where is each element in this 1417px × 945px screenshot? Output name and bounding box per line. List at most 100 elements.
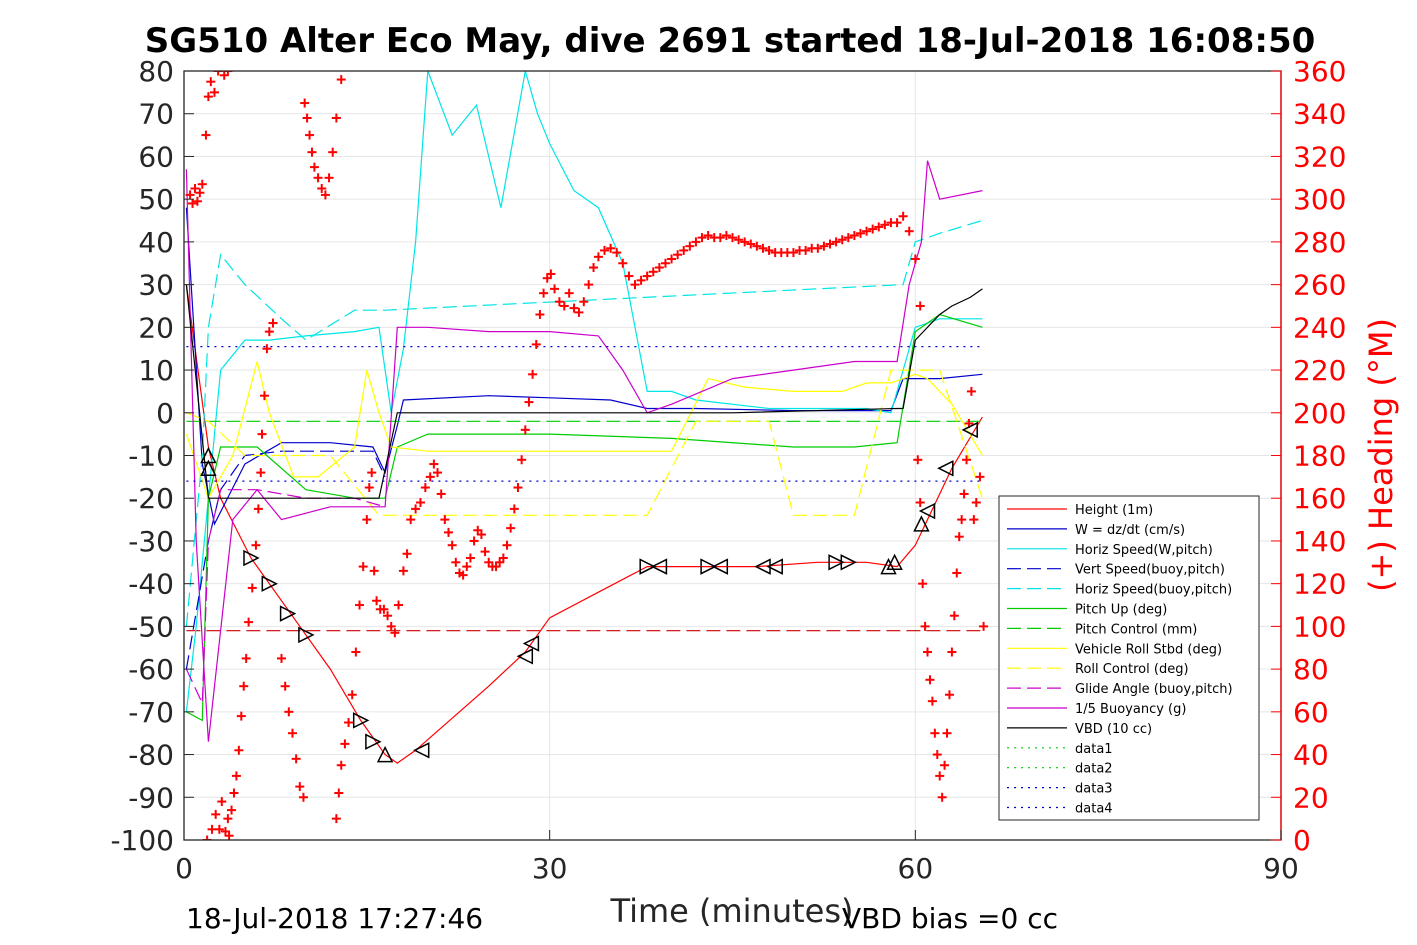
y-tick-label: 60 [138, 140, 174, 173]
y2-tick-label: 80 [1293, 653, 1329, 686]
heading-point [813, 243, 823, 253]
heading-point [190, 183, 200, 193]
heading-point [517, 455, 527, 465]
heading-point [868, 224, 878, 234]
heading-point [383, 611, 393, 621]
heading-point [336, 75, 346, 85]
heading-point [211, 809, 221, 819]
heading-point [925, 675, 935, 685]
heading-point [277, 653, 287, 663]
heading-markers [185, 71, 989, 840]
series-line-10 [185, 160, 983, 742]
heading-point [462, 562, 472, 572]
height-marker [650, 558, 668, 575]
heading-point [390, 628, 400, 638]
height-marker [639, 558, 656, 575]
heading-point [880, 220, 890, 230]
heading-point [801, 245, 811, 255]
y-tick-label: 0 [156, 397, 174, 430]
heading-point [188, 198, 198, 208]
legend-label: Pitch Up (deg) [1075, 603, 1167, 618]
legend-label: Horiz Speed(W,pitch) [1075, 543, 1213, 558]
heading-point [579, 297, 589, 307]
heading-point [746, 239, 756, 249]
heading-point [862, 226, 872, 236]
heading-point [630, 280, 640, 290]
legend-box [998, 495, 1260, 821]
heading-point [569, 303, 579, 313]
heading-point [476, 530, 486, 540]
y-tick-label: 80 [138, 55, 174, 88]
heading-point [874, 222, 884, 232]
heading-point [831, 237, 841, 247]
heading-point [331, 814, 341, 824]
heading-point [469, 536, 479, 546]
series-line-1 [185, 207, 983, 526]
heading-point [554, 297, 564, 307]
y2-tick-label: 0 [1293, 824, 1311, 857]
y2-axis-label: (+) Heading (°M) [1362, 318, 1400, 592]
heading-point [918, 579, 928, 589]
heading-point [369, 566, 379, 576]
y-axis-right: 3603403203002802602402202001801601401201… [1271, 55, 1346, 857]
heading-point [740, 237, 750, 247]
heading-point [498, 553, 508, 563]
heading-point [262, 344, 272, 354]
height-marker [840, 554, 857, 571]
y2-tick-label: 160 [1293, 482, 1346, 515]
height-marker [880, 557, 897, 575]
heading-point [300, 98, 310, 108]
heading-point [667, 254, 677, 264]
heading-point [930, 728, 940, 738]
heading-point [241, 653, 251, 663]
y-tick-label: 20 [138, 311, 174, 344]
heading-point [305, 130, 315, 140]
height-marker [516, 648, 534, 665]
heading-point [429, 459, 439, 469]
heading-point [185, 190, 195, 200]
legend-label: VBD (10 cc) [1075, 722, 1152, 737]
heading-point [975, 472, 985, 482]
height-marker [918, 502, 936, 520]
y2-tick-label: 60 [1293, 696, 1329, 729]
heading-point [415, 497, 425, 507]
y-tick-label: -90 [128, 781, 174, 814]
heading-point [642, 271, 652, 281]
heading-point [606, 243, 616, 253]
heading-point [697, 233, 707, 243]
heading-point [574, 307, 584, 317]
y-tick-label: -100 [110, 824, 174, 857]
heading-point [660, 258, 670, 268]
y2-tick-label: 280 [1293, 226, 1346, 259]
heading-point [932, 750, 942, 760]
heading-point [788, 248, 798, 258]
y-tick-label: 30 [138, 269, 174, 302]
heading-point [402, 549, 412, 559]
heading-point [959, 489, 969, 499]
heading-point [837, 235, 847, 245]
heading-point [253, 504, 263, 514]
series-line-2 [185, 71, 983, 712]
y-tick-label: 40 [138, 226, 174, 259]
heading-point [920, 621, 930, 631]
x-tick-label: 90 [1263, 852, 1299, 885]
height-marker [413, 742, 430, 759]
heading-point [764, 245, 774, 255]
heading-point [236, 711, 246, 721]
heading-point [328, 147, 338, 157]
heading-point [509, 504, 519, 514]
heading-point [715, 233, 725, 243]
legend-label: data1 [1075, 742, 1113, 757]
heading-point [195, 188, 205, 198]
y2-tick-label: 220 [1293, 354, 1346, 387]
heading-point [351, 647, 361, 657]
heading-point [940, 760, 950, 770]
heading-point [673, 250, 683, 260]
heading-point [913, 455, 923, 465]
heading-point [550, 284, 560, 294]
y2-tick-label: 20 [1293, 781, 1329, 814]
x-tick-label: 30 [532, 852, 568, 885]
y-tick-label: -80 [128, 739, 174, 772]
heading-point [819, 241, 829, 251]
legend-label: data2 [1075, 762, 1113, 777]
